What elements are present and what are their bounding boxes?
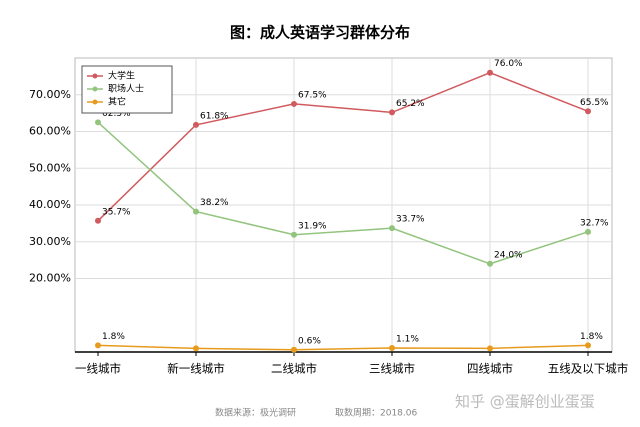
data-label: 1.8% [580, 332, 603, 342]
data-label: 33.7% [396, 215, 425, 225]
series-line [97, 121, 589, 265]
data-point [193, 121, 199, 128]
data-point [487, 260, 493, 267]
x-tick-label: 四线城市 [467, 362, 513, 376]
data-label: 24.0% [494, 250, 523, 260]
data-label: 0.6% [298, 336, 321, 346]
data-point [291, 346, 297, 353]
data-label: 65.2% [396, 99, 425, 109]
data-point [585, 228, 591, 235]
source: 数据来源：极光调研 [215, 407, 296, 419]
data-point [95, 342, 101, 349]
data-point [585, 108, 591, 115]
legend-label: 其它 [108, 96, 126, 108]
chart-title: 图：成人英语学习群体分布 [230, 24, 410, 42]
data-label: 38.2% [200, 198, 229, 208]
data-point [291, 100, 297, 107]
x-tick-label: 二线城市 [271, 362, 317, 376]
data-point [193, 345, 199, 352]
legend-marker [92, 73, 98, 79]
legend-marker [92, 86, 98, 92]
data-point [585, 342, 591, 349]
legend-marker [92, 99, 98, 105]
x-tick-label: 新一线城市 [167, 362, 225, 376]
x-tick-label: 一线城市 [75, 362, 121, 376]
data-point [487, 345, 493, 352]
legend-label: 职场人士 [108, 83, 144, 95]
data-point [389, 225, 395, 232]
data-point [389, 344, 395, 351]
watermark: 知乎 @蛋解创业蛋蛋 [455, 393, 595, 411]
y-tick-label: 30.00% [29, 235, 71, 248]
data-point [95, 119, 101, 126]
data-point [291, 231, 297, 238]
data-point [389, 109, 395, 116]
y-tick-label: 20.00% [29, 272, 71, 285]
x-tick-label: 五线及以下城市 [548, 362, 629, 376]
data-label: 65.5% [580, 98, 609, 108]
data-label: 35.7% [102, 207, 131, 217]
data-label: 61.8% [200, 111, 229, 121]
x-tick-label: 三线城市 [369, 362, 415, 376]
y-tick-label: 40.00% [29, 198, 71, 211]
y-tick-label: 70.00% [29, 88, 71, 101]
data-label: 76.0% [494, 59, 523, 69]
data-point [95, 217, 101, 224]
data-point [193, 208, 199, 215]
data-label: 31.9% [298, 221, 327, 231]
period: 取数周期：2018.06 [335, 407, 417, 419]
series-line [97, 344, 589, 351]
y-tick-label: 60.00% [29, 125, 71, 138]
legend-label: 大学生 [108, 70, 135, 82]
data-label: 1.1% [396, 334, 419, 344]
data-label: 1.8% [102, 332, 125, 342]
data-label: 67.5% [298, 90, 327, 100]
data-point [487, 69, 493, 76]
series-line [97, 71, 589, 222]
data-label: 32.7% [580, 218, 609, 228]
data-label: 62.5% [102, 109, 131, 119]
y-tick-label: 50.00% [29, 161, 71, 174]
